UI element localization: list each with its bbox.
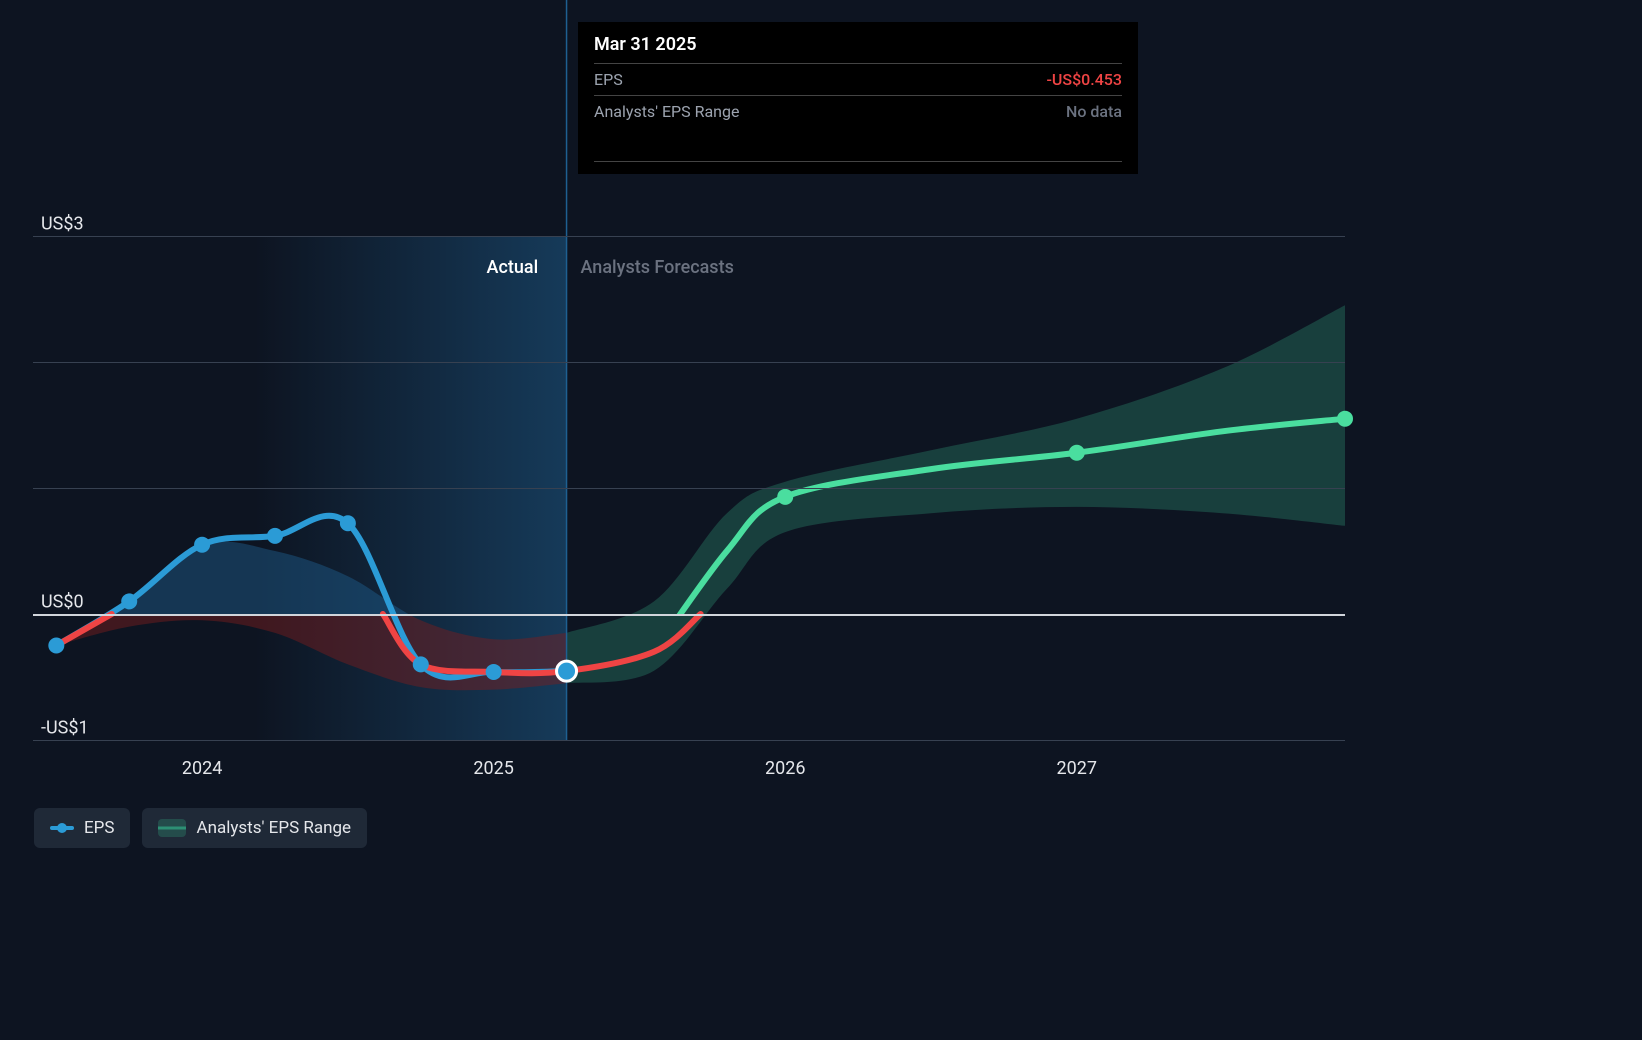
tooltip-row-range: Analysts' EPS Range No data [594, 95, 1122, 162]
legend-item-label: Analysts' EPS Range [196, 818, 351, 838]
y-axis-tick-label: -US$1 [41, 718, 89, 739]
y-axis-tick-label: US$3 [41, 214, 84, 235]
x-axis-tick-label: 2024 [182, 758, 222, 779]
eps-chart[interactable]: US$3 US$0 -US$1 2024 2025 2026 2027 Actual An… [0, 0, 1642, 1040]
gridline-zero [33, 614, 1345, 616]
tooltip-row-label: Analysts' EPS Range [594, 102, 739, 121]
tooltip-row-value: -US$0.453 [1046, 70, 1122, 89]
chart-legend: EPS Analysts' EPS Range [34, 808, 367, 848]
x-axis-tick-label: 2027 [1057, 758, 1097, 779]
x-axis-tick-label: 2025 [473, 758, 513, 779]
tooltip-row-eps: EPS -US$0.453 [594, 63, 1122, 95]
legend-swatch-icon [50, 822, 74, 834]
region-label-actual: Actual [487, 257, 539, 278]
x-axis-line [33, 740, 1345, 741]
tooltip-row-label: EPS [594, 70, 623, 89]
legend-item-range[interactable]: Analysts' EPS Range [142, 808, 367, 848]
chart-tooltip: Mar 31 2025 EPS -US$0.453 Analysts' EPS … [578, 22, 1138, 174]
gridline [33, 236, 1345, 237]
y-axis-tick-label: US$0 [41, 592, 84, 613]
x-axis-tick-label: 2026 [765, 758, 805, 779]
tooltip-date: Mar 31 2025 [594, 34, 1122, 55]
legend-item-eps[interactable]: EPS [34, 808, 130, 848]
gridline [33, 488, 1345, 489]
region-label-forecast: Analysts Forecasts [581, 257, 734, 278]
legend-swatch-icon [158, 819, 186, 837]
gridline [33, 362, 1345, 363]
tooltip-row-value: No data [1066, 102, 1122, 121]
legend-item-label: EPS [84, 818, 114, 838]
